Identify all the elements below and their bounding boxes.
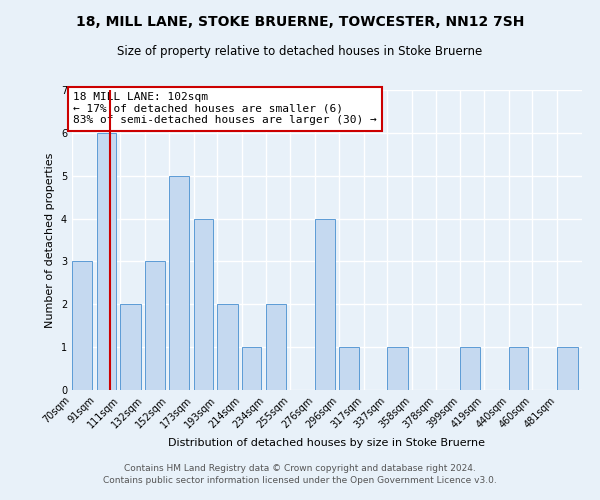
Bar: [72, 262, 92, 390]
Text: Contains HM Land Registry data © Crown copyright and database right 2024.
Contai: Contains HM Land Registry data © Crown c…: [103, 464, 497, 485]
Bar: [217, 304, 238, 390]
Bar: [339, 347, 359, 390]
Bar: [194, 218, 213, 390]
Bar: [121, 304, 141, 390]
Bar: [266, 304, 286, 390]
Y-axis label: Number of detached properties: Number of detached properties: [46, 152, 55, 328]
Bar: [509, 347, 528, 390]
Bar: [460, 347, 480, 390]
Bar: [97, 133, 116, 390]
Bar: [169, 176, 189, 390]
Bar: [315, 218, 335, 390]
Text: Size of property relative to detached houses in Stoke Bruerne: Size of property relative to detached ho…: [118, 45, 482, 58]
Bar: [557, 347, 578, 390]
Bar: [242, 347, 262, 390]
Bar: [387, 347, 407, 390]
Text: 18, MILL LANE, STOKE BRUERNE, TOWCESTER, NN12 7SH: 18, MILL LANE, STOKE BRUERNE, TOWCESTER,…: [76, 15, 524, 29]
X-axis label: Distribution of detached houses by size in Stoke Bruerne: Distribution of detached houses by size …: [169, 438, 485, 448]
Bar: [145, 262, 164, 390]
Text: 18 MILL LANE: 102sqm
← 17% of detached houses are smaller (6)
83% of semi-detach: 18 MILL LANE: 102sqm ← 17% of detached h…: [73, 92, 377, 126]
